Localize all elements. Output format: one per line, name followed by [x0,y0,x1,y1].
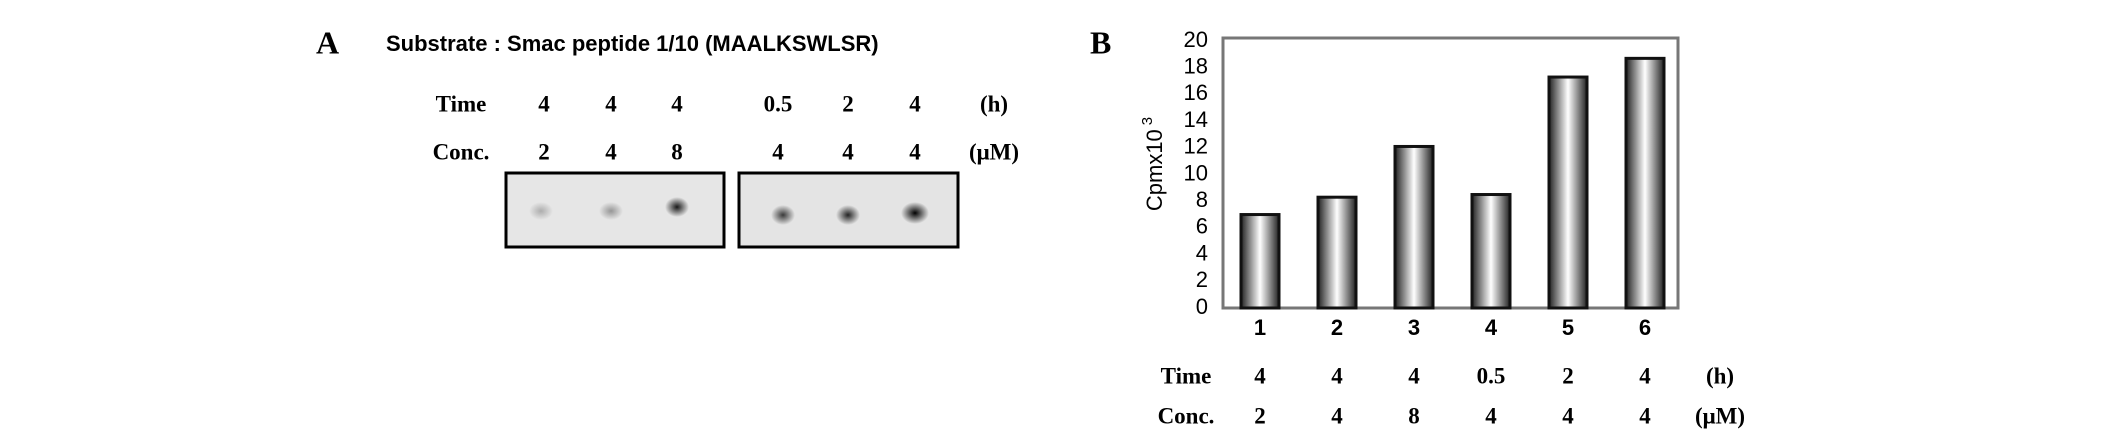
row-value: 4 [1639,363,1651,388]
row-unit: (h) [1706,363,1734,388]
y-tick-label: 2 [1196,267,1208,292]
panel-label: A [316,24,339,60]
y-tick-label: 10 [1184,160,1208,185]
row-value: 4 [842,139,854,164]
y-tick-label: 16 [1184,80,1208,105]
plot-frame [1221,36,1680,310]
row-value: 4 [909,139,921,164]
row-value: 4 [772,139,784,164]
bar [1316,195,1358,310]
row-value: 8 [671,139,683,164]
row-value: 4 [909,91,921,116]
row-value: 4 [538,91,550,116]
y-tick-label: 4 [1196,240,1208,265]
y-tick-label: 8 [1196,187,1208,212]
row-value: 4 [1408,363,1420,388]
bar [1547,75,1589,310]
panel-title: Substrate : Smac peptide 1/10 (MAALKSWLS… [386,31,879,56]
y-tick-label: 0 [1196,294,1208,319]
row-value: 4 [1331,363,1343,388]
y-tick-label: 20 [1184,27,1208,52]
row-unit: (μM) [969,139,1019,164]
bar [1624,56,1666,310]
row-unit: (h) [980,91,1008,116]
row-value: 4 [671,91,683,116]
x-tick-label: 2 [1331,315,1343,340]
row-value: 4 [1331,403,1343,428]
row-unit: (μM) [1695,403,1745,428]
y-tick-label: 18 [1184,54,1208,79]
x-tick-label: 3 [1408,315,1420,340]
row-value: 2 [842,91,854,116]
bar [1470,193,1512,310]
spot [771,205,795,225]
x-tick-label: 6 [1639,315,1651,340]
y-tick-label: 12 [1184,134,1208,159]
row-value: 0.5 [1477,363,1506,388]
spot [836,205,860,225]
x-tick-label: 1 [1254,315,1266,340]
row-label: Conc. [433,139,490,164]
row-value: 4 [605,139,617,164]
bar [1239,213,1281,310]
spot [599,202,623,220]
row-label: Time [436,91,487,116]
row-value: 4 [605,91,617,116]
x-tick-label: 5 [1562,315,1574,340]
row-value: 4 [1639,403,1651,428]
spot [901,202,929,224]
row-value: 2 [1562,363,1574,388]
spot [665,197,689,217]
y-axis-label: Cpmx103 [1139,117,1167,211]
row-label: Conc. [1158,403,1215,428]
row-value: 2 [1254,403,1266,428]
row-value: 4 [1254,363,1266,388]
bar [1393,144,1435,310]
y-tick-label: 6 [1196,214,1208,239]
spot [529,202,553,220]
x-tick-label: 4 [1485,315,1498,340]
y-tick-label: 14 [1184,107,1208,132]
row-value: 4 [1485,403,1497,428]
row-value: 8 [1408,403,1420,428]
row-label: Time [1161,363,1212,388]
row-value: 4 [1562,403,1574,428]
row-value: 0.5 [764,91,793,116]
panel-label: B [1090,24,1111,60]
row-value: 2 [538,139,550,164]
